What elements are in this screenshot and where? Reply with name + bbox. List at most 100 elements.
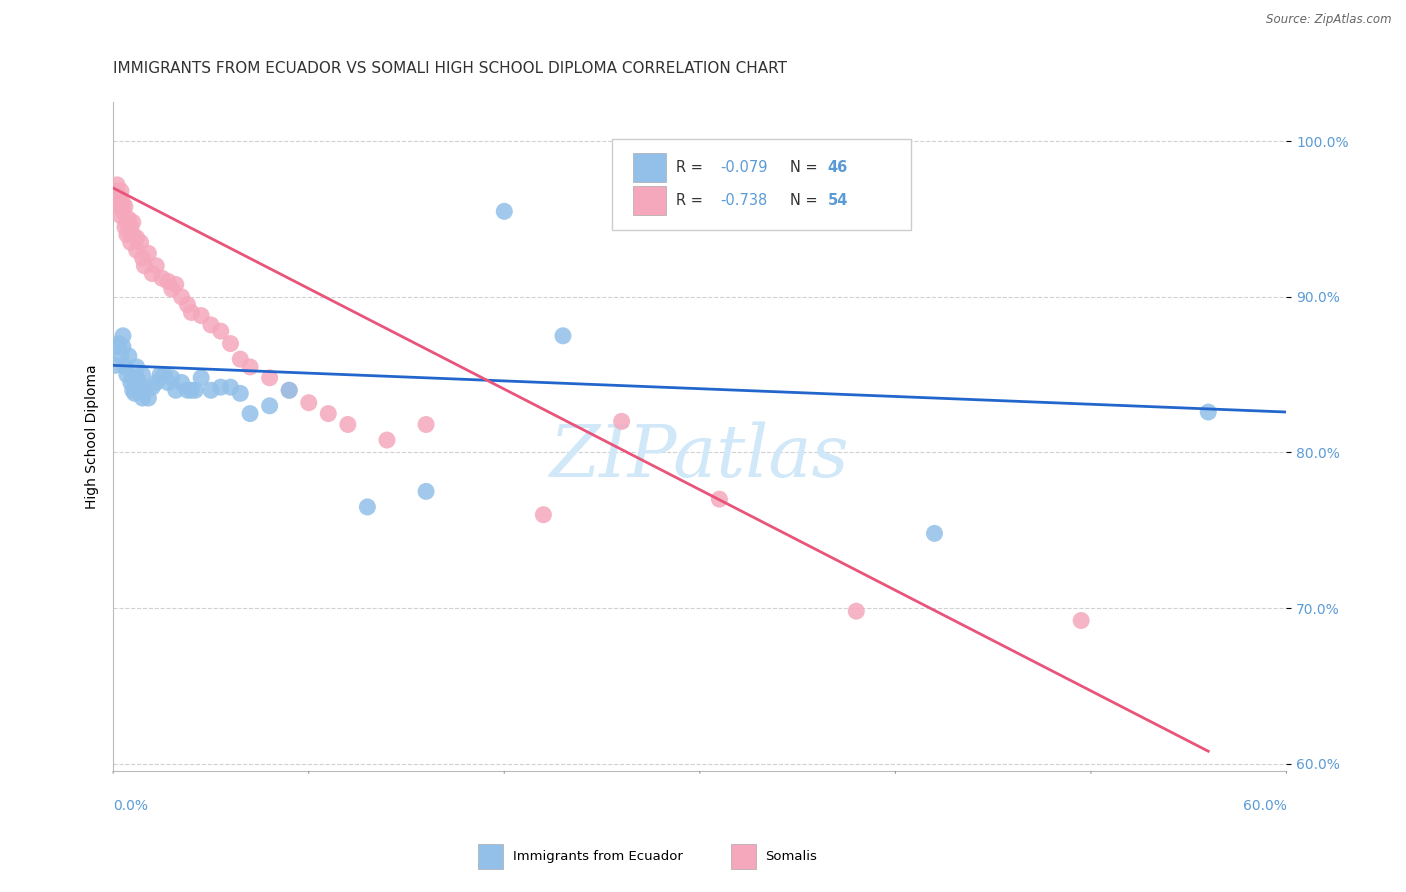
Point <box>111 328 134 343</box>
Point <box>121 384 143 398</box>
Point <box>129 235 152 250</box>
Point <box>259 399 281 413</box>
Text: N =: N = <box>790 160 823 175</box>
Point <box>1295 601 1317 615</box>
Point <box>125 359 148 374</box>
Point <box>120 235 142 250</box>
Point <box>551 328 574 343</box>
Point <box>121 371 143 385</box>
Point <box>110 209 132 223</box>
Point <box>180 384 202 398</box>
Point <box>278 384 301 398</box>
Text: 0.0%: 0.0% <box>114 799 148 814</box>
Point <box>610 414 633 428</box>
Point <box>924 526 946 541</box>
Point <box>108 188 131 202</box>
Point <box>115 368 138 382</box>
Point <box>160 282 183 296</box>
Point <box>176 384 198 398</box>
Point <box>138 391 160 405</box>
Text: 60.0%: 60.0% <box>1243 799 1286 814</box>
Point <box>229 352 252 367</box>
Text: 54: 54 <box>828 194 848 208</box>
Point <box>709 492 731 507</box>
Point <box>229 386 252 401</box>
Point <box>190 371 212 385</box>
Point <box>145 376 167 390</box>
Point <box>125 371 148 385</box>
Point <box>165 277 187 292</box>
Point <box>531 508 554 522</box>
Point <box>138 246 160 260</box>
Point <box>316 407 339 421</box>
Point <box>131 368 153 382</box>
Point <box>110 184 132 198</box>
Point <box>1197 405 1219 419</box>
Point <box>375 433 398 447</box>
Text: ZIPatlas: ZIPatlas <box>550 422 849 492</box>
Point <box>118 349 141 363</box>
Point <box>153 368 176 382</box>
Point <box>150 271 173 285</box>
Point <box>120 376 142 390</box>
Text: -0.079: -0.079 <box>720 160 768 175</box>
Point <box>110 349 132 363</box>
Point <box>105 178 128 192</box>
Text: IMMIGRANTS FROM ECUADOR VS SOMALI HIGH SCHOOL DIPLOMA CORRELATION CHART: IMMIGRANTS FROM ECUADOR VS SOMALI HIGH S… <box>114 61 787 76</box>
Point <box>129 384 152 398</box>
Point <box>170 376 193 390</box>
Point <box>134 259 156 273</box>
Point <box>108 336 131 351</box>
Point <box>121 215 143 229</box>
Point <box>239 407 262 421</box>
Point <box>111 204 134 219</box>
Point <box>149 368 172 382</box>
Point <box>115 227 138 242</box>
Point <box>415 484 437 499</box>
Text: 46: 46 <box>828 160 848 175</box>
Point <box>115 215 138 229</box>
FancyBboxPatch shape <box>633 153 666 182</box>
Point <box>128 376 150 390</box>
Point <box>141 267 163 281</box>
Text: Somalis: Somalis <box>765 850 817 863</box>
Point <box>845 604 868 618</box>
Point <box>259 371 281 385</box>
Point <box>239 359 262 374</box>
Point <box>176 298 198 312</box>
Point <box>118 225 141 239</box>
Point <box>415 417 437 432</box>
Point <box>120 219 142 234</box>
Point <box>105 196 128 211</box>
Point <box>160 371 183 385</box>
Point <box>209 380 232 394</box>
Point <box>278 384 301 398</box>
Point <box>105 340 128 354</box>
Point <box>209 324 232 338</box>
Point <box>219 380 242 394</box>
Point <box>124 386 146 401</box>
Point <box>141 380 163 394</box>
Y-axis label: High School Diploma: High School Diploma <box>86 365 100 509</box>
Point <box>114 219 136 234</box>
Point <box>114 200 136 214</box>
Point <box>184 384 207 398</box>
Point <box>121 227 143 242</box>
Point <box>131 251 153 265</box>
Point <box>125 244 148 258</box>
Point <box>200 318 222 332</box>
Point <box>219 336 242 351</box>
Text: R =: R = <box>676 160 707 175</box>
Point <box>104 359 127 373</box>
FancyBboxPatch shape <box>633 186 666 216</box>
FancyBboxPatch shape <box>612 139 911 229</box>
Text: -0.738: -0.738 <box>720 194 768 208</box>
Text: R =: R = <box>676 194 707 208</box>
Point <box>156 274 179 288</box>
Point <box>1070 614 1092 628</box>
Point <box>356 500 378 514</box>
Point <box>111 340 134 354</box>
Point <box>118 212 141 227</box>
Point <box>165 384 187 398</box>
Point <box>125 231 148 245</box>
